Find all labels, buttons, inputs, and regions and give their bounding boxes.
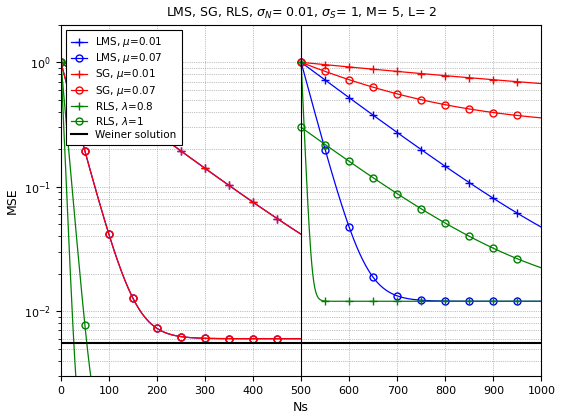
- Weiner solution: [57, 341, 64, 346]
- Title: LMS, SG, RLS, $\sigma_N$= 0.01, $\sigma_S$= 1, M= 5, L= 2: LMS, SG, RLS, $\sigma_N$= 0.01, $\sigma_…: [165, 5, 436, 21]
- LMS, $\mu$=0.01: [57, 60, 64, 65]
- LMS, $\mu$=0.07: [57, 60, 64, 65]
- LMS, $\mu$=0.01: [200, 165, 207, 170]
- Line: RLS, $\lambda$=0.8: RLS, $\lambda$=0.8: [57, 58, 305, 420]
- SG, $\mu$=0.07: [297, 336, 304, 341]
- LMS, $\mu$=0.07: [172, 333, 178, 338]
- SG, $\mu$=0.07: [57, 60, 64, 65]
- LMS, $\mu$=0.07: [254, 336, 261, 341]
- SG, $\mu$=0.07: [172, 333, 178, 338]
- LMS, $\mu$=0.01: [254, 203, 261, 208]
- Y-axis label: MSE: MSE: [6, 187, 19, 214]
- Line: SG, $\mu$=0.07: SG, $\mu$=0.07: [57, 59, 304, 342]
- SG, $\mu$=0.07: [200, 336, 207, 341]
- SG, $\mu$=0.07: [292, 336, 298, 341]
- SG, $\mu$=0.01: [292, 228, 298, 233]
- Weiner solution: [58, 341, 65, 346]
- SG, $\mu$=0.07: [173, 333, 180, 339]
- SG, $\mu$=0.01: [187, 155, 194, 160]
- SG, $\mu$=0.07: [254, 336, 261, 341]
- Legend: LMS, $\mu$=0.01, LMS, $\mu$=0.07, SG, $\mu$=0.01, SG, $\mu$=0.07, RLS, $\lambda$: LMS, $\mu$=0.01, LMS, $\mu$=0.07, SG, $\…: [66, 30, 182, 145]
- LMS, $\mu$=0.01: [297, 231, 304, 236]
- SG, $\mu$=0.01: [200, 165, 207, 170]
- RLS, $\lambda$=0.8: [57, 60, 64, 65]
- SG, $\mu$=0.01: [57, 60, 64, 65]
- SG, $\mu$=0.01: [172, 144, 178, 149]
- Line: LMS, $\mu$=0.01: LMS, $\mu$=0.01: [57, 58, 305, 238]
- LMS, $\mu$=0.01: [173, 145, 180, 150]
- SG, $\mu$=0.01: [297, 231, 304, 236]
- Line: RLS, $\lambda$=1: RLS, $\lambda$=1: [57, 59, 304, 420]
- SG, $\mu$=0.01: [254, 203, 261, 208]
- SG, $\mu$=0.07: [187, 335, 194, 340]
- SG, $\mu$=0.01: [173, 145, 180, 150]
- LMS, $\mu$=0.07: [200, 336, 207, 341]
- Line: LMS, $\mu$=0.07: LMS, $\mu$=0.07: [57, 59, 304, 342]
- X-axis label: Ns: Ns: [293, 402, 309, 415]
- LMS, $\mu$=0.01: [187, 155, 194, 160]
- LMS, $\mu$=0.07: [292, 336, 298, 341]
- LMS, $\mu$=0.07: [173, 333, 180, 339]
- Line: SG, $\mu$=0.01: SG, $\mu$=0.01: [57, 58, 305, 238]
- LMS, $\mu$=0.07: [297, 336, 304, 341]
- LMS, $\mu$=0.01: [172, 144, 178, 149]
- LMS, $\mu$=0.07: [187, 335, 194, 340]
- RLS, $\lambda$=1: [57, 60, 64, 65]
- LMS, $\mu$=0.01: [292, 228, 298, 233]
